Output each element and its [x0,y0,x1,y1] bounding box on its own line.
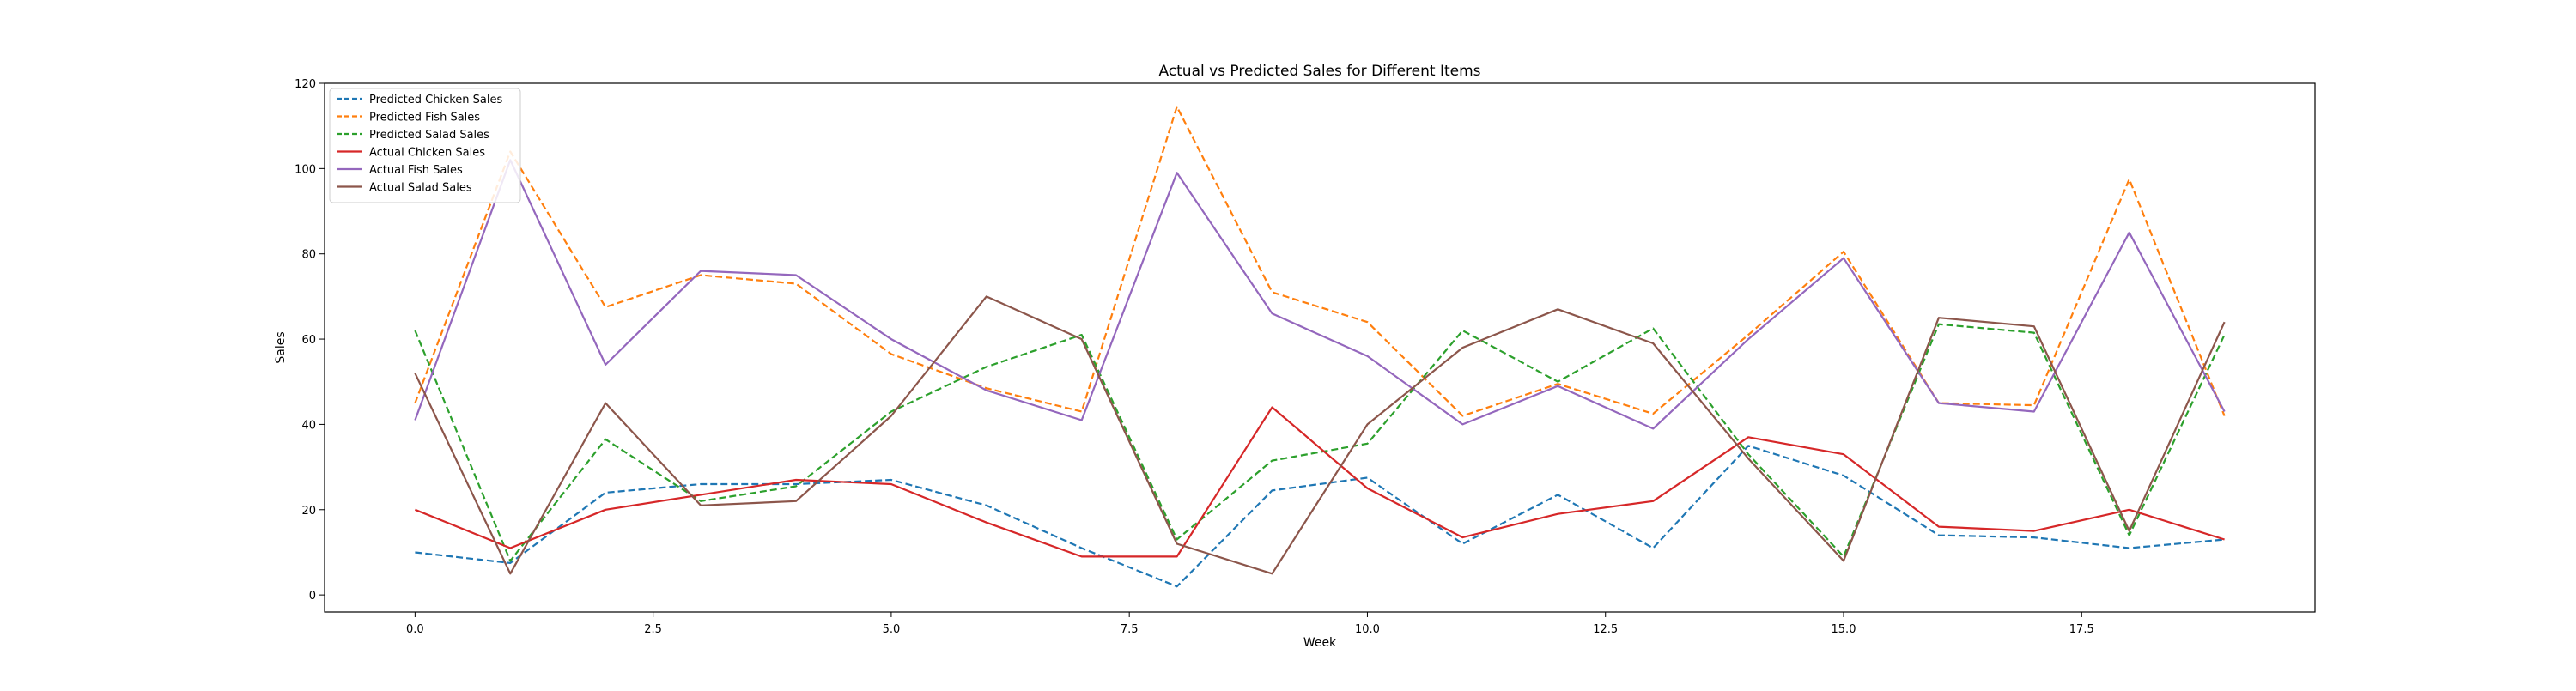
plot-frame [324,82,2316,613]
y-tick-label: 60 [301,334,316,347]
x-tick-label: 0.0 [406,623,424,636]
legend-label-2: Predicted Salad Sales [369,129,489,142]
legend-label-4: Actual Fish Sales [369,164,463,177]
legend-label-3: Actual Chicken Sales [369,147,485,160]
series-line-3 [414,406,2225,558]
series-line-0 [415,445,2225,588]
y-tick-label: 0 [309,590,316,603]
chart-title: Actual vs Predicted Sales for Different … [1158,63,1480,80]
series-line-5 [414,295,2226,575]
y-tick-label: 80 [301,249,316,262]
y-tick-label: 40 [301,419,316,432]
y-axis-label: Sales [274,331,288,363]
x-axis-label: Week [1303,636,1337,650]
series-line-2 [414,323,2226,562]
plot-area: 0.0 2.5 5.0 7.5 10.0 12.5 15.0 17.5 0 20 40 60 80 100… [295,78,2316,636]
legend-label-0: Predicted Chicken Sales [369,94,502,106]
legend-box [329,88,521,203]
x-tick-label: 5.0 [883,623,901,636]
series-line-4 [414,159,2226,430]
x-tick-label: 7.5 [1121,623,1139,636]
legend: Predicted Chicken Sales Predicted Fish Sa… [329,88,521,203]
x-tick-label: 17.5 [2069,623,2094,636]
legend-label-1: Predicted Fish Sales [369,112,480,124]
series-line-1 [414,106,2226,417]
x-tick-label: 2.5 [644,623,662,636]
y-tick-label: 20 [301,505,316,518]
legend-label-5: Actual Salad Sales [369,182,472,195]
x-tick-label: 15.0 [1832,623,1856,636]
x-tick-label: 12.5 [1593,623,1618,636]
x-tick-label: 10.0 [1355,623,1380,636]
y-tick-label: 120 [295,78,316,91]
y-tick-label: 100 [295,163,316,176]
